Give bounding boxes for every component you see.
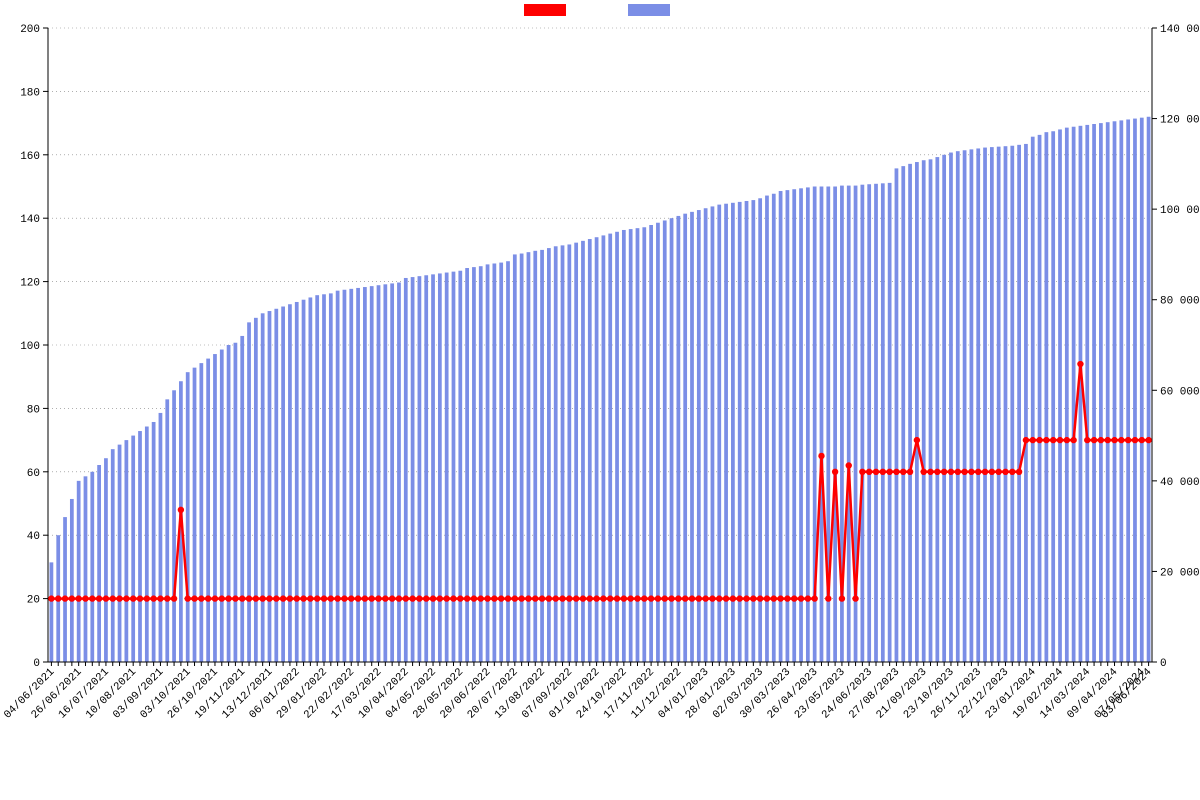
svg-text:80 000: 80 000 xyxy=(1160,296,1200,308)
legend-item-series2 xyxy=(628,4,676,16)
legend-item-series1 xyxy=(524,4,572,16)
svg-text:20: 20 xyxy=(27,595,40,607)
svg-text:60 000: 60 000 xyxy=(1160,386,1200,398)
svg-text:40: 40 xyxy=(27,531,40,543)
svg-text:120 000: 120 000 xyxy=(1160,115,1200,127)
svg-text:140 000: 140 000 xyxy=(1160,24,1200,36)
legend-swatch-1 xyxy=(524,4,566,16)
combo-chart: 0 20 40 60 80 100 120 140 160 180 200 0 20 000 40 000… xyxy=(0,0,1200,800)
legend-swatch-2 xyxy=(628,4,670,16)
svg-text:180: 180 xyxy=(20,87,40,99)
chart-svg: 0 20 40 60 80 100 120 140 160 180 200 0 20 000 40 000… xyxy=(0,0,1200,800)
svg-text:160: 160 xyxy=(20,151,40,163)
svg-text:0: 0 xyxy=(33,658,40,670)
svg-text:100 000: 100 000 xyxy=(1160,205,1200,217)
svg-text:0: 0 xyxy=(1160,658,1167,670)
svg-text:60: 60 xyxy=(27,468,40,480)
svg-text:40 000: 40 000 xyxy=(1160,477,1200,489)
svg-text:20 000: 20 000 xyxy=(1160,567,1200,579)
svg-text:200: 200 xyxy=(20,24,40,36)
svg-text:100: 100 xyxy=(20,341,40,353)
svg-text:120: 120 xyxy=(20,278,40,290)
svg-text:140: 140 xyxy=(20,214,40,226)
legend xyxy=(0,4,1200,16)
svg-text:80: 80 xyxy=(27,404,40,416)
